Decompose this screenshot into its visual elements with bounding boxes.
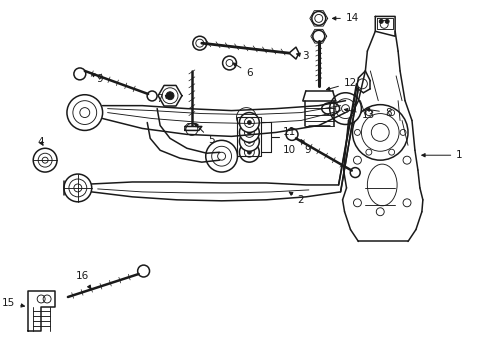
Text: 10: 10: [282, 145, 295, 155]
Circle shape: [166, 92, 174, 100]
Circle shape: [193, 36, 207, 50]
Circle shape: [313, 30, 325, 42]
Text: 6: 6: [233, 63, 253, 78]
Text: 8: 8: [366, 108, 392, 118]
Text: 4: 4: [38, 137, 45, 147]
Circle shape: [247, 139, 251, 143]
Circle shape: [240, 131, 259, 151]
Circle shape: [240, 142, 259, 162]
Circle shape: [138, 265, 149, 277]
Circle shape: [350, 168, 360, 177]
Circle shape: [330, 93, 362, 125]
Circle shape: [64, 174, 92, 202]
Circle shape: [247, 121, 251, 125]
Circle shape: [247, 130, 251, 134]
Text: 16: 16: [76, 271, 91, 289]
Text: 9: 9: [91, 73, 103, 84]
Circle shape: [67, 95, 102, 130]
Text: 5: 5: [195, 123, 215, 145]
Bar: [238, 117, 261, 156]
Text: 9: 9: [301, 140, 311, 155]
Circle shape: [379, 19, 383, 23]
Circle shape: [312, 12, 326, 25]
Circle shape: [286, 129, 298, 140]
Circle shape: [147, 91, 157, 101]
Circle shape: [385, 19, 389, 23]
Text: 13: 13: [344, 108, 375, 120]
Circle shape: [206, 140, 238, 172]
Text: 15: 15: [2, 298, 24, 308]
Text: 12: 12: [326, 78, 357, 90]
Circle shape: [240, 122, 259, 142]
Text: 1: 1: [422, 150, 463, 160]
Circle shape: [247, 150, 251, 154]
Circle shape: [33, 148, 57, 172]
Circle shape: [74, 68, 86, 80]
Text: 3: 3: [296, 51, 309, 61]
Text: 11: 11: [282, 127, 295, 138]
Circle shape: [240, 113, 259, 132]
Text: 14: 14: [333, 13, 359, 23]
Text: 2: 2: [289, 192, 304, 205]
Text: 7: 7: [156, 94, 169, 104]
Circle shape: [222, 56, 237, 70]
